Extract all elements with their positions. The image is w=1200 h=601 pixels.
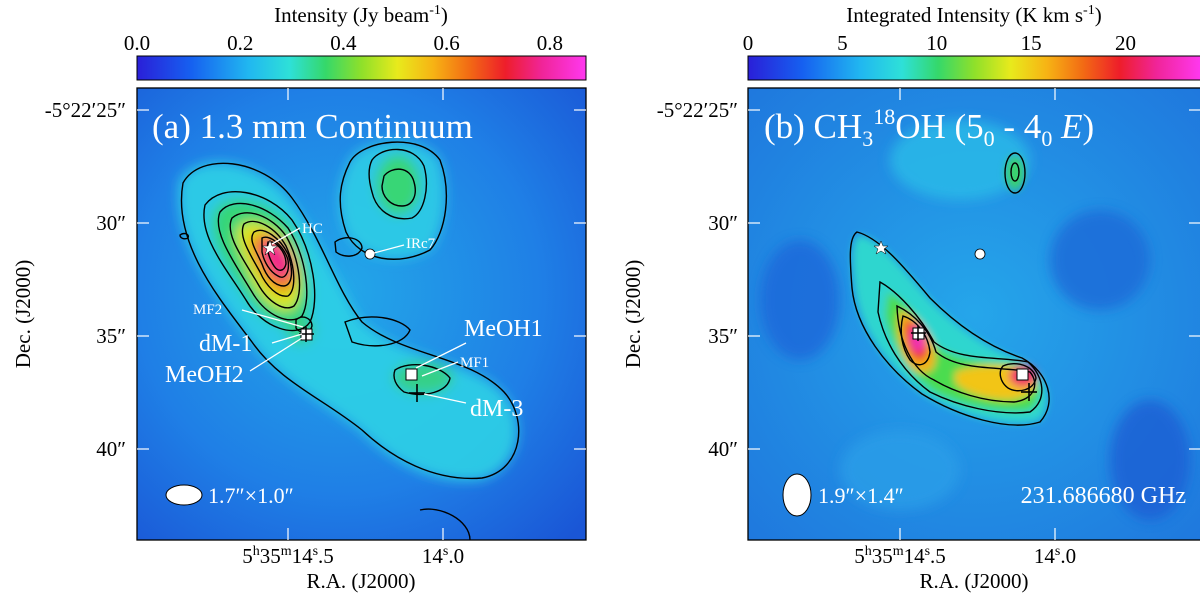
source-meoh1-dm3: MeOH1 MF1 dM-3: [405, 316, 543, 422]
ytick-a-2: 35″: [96, 324, 126, 348]
map-a: [137, 88, 586, 540]
svg-text:dM-3: dM-3: [470, 396, 523, 422]
xtick-a-0: 5h35m14s.5: [242, 544, 334, 568]
ticks-b: [748, 88, 1200, 540]
svg-text:MF1: MF1: [460, 355, 489, 371]
svg-text:MF2: MF2: [193, 302, 222, 318]
map-b-frame: [747, 87, 1200, 541]
frequency-label: 231.686680 GHz: [1021, 483, 1186, 509]
ytick-a-3: 40″: [96, 437, 126, 461]
map-a-frame: [136, 87, 587, 541]
svg-text:MeOH1: MeOH1: [464, 316, 543, 342]
colorbar-a-tick-3: 0.6: [434, 31, 460, 55]
beam-b: [782, 473, 812, 517]
colorbar-a-tick-4: 0.8: [537, 31, 563, 55]
colorbar-b-label: Integrated Intensity (K km s-1): [846, 3, 1101, 27]
source-dm1-meoh2: MF2 dM-1 MeOH2: [165, 302, 314, 388]
colorbar-a-ticks: 0.0 0.2 0.4 0.6 0.8: [124, 31, 563, 62]
ytick-b-3: 40″: [708, 437, 738, 461]
xtick-b-1: 14s.0: [1034, 544, 1076, 568]
source-hc: HC: [261, 221, 323, 256]
ytick-a-1: 30″: [96, 211, 126, 235]
colorbar-a-tick-2: 0.4: [330, 31, 357, 55]
colorbar-b-ticks: 0 5 10 15 20: [743, 31, 1136, 62]
beam-a-label: 1.7″×1.0″: [208, 483, 294, 508]
ticks-a: [137, 88, 586, 540]
colorbar-b-tick-0: 0: [743, 31, 754, 55]
source-irc7: IRc7: [364, 236, 436, 260]
beam-a: [165, 484, 203, 506]
colorbar-b-tick-3: 15: [1021, 31, 1042, 55]
colorbar-b-tick-4: 20: [1115, 31, 1136, 55]
ytick-b-0: -5°22′25″: [657, 98, 738, 122]
beam-b-label: 1.9″×1.4″: [818, 483, 904, 508]
xlabel-b: R.A. (J2000): [919, 569, 1028, 593]
panel-a: Intensity (Jy beam-1) 0.0 0.2 0.4 0.6 0.8: [11, 3, 587, 593]
colorbar-b-tick-2: 10: [926, 31, 947, 55]
svg-text:dM-1: dM-1: [199, 331, 252, 357]
xlabel-a: R.A. (J2000): [306, 569, 415, 593]
ylabel-a: Dec. (J2000): [11, 260, 35, 368]
svg-text:MeOH2: MeOH2: [165, 362, 244, 388]
colorbar-a-tick-0: 0.0: [124, 31, 150, 55]
svg-text:IRc7: IRc7: [406, 236, 436, 252]
colorbar-a-label: Intensity (Jy beam-1): [274, 3, 448, 27]
contours-a: [179, 141, 520, 540]
svg-text:HC: HC: [302, 221, 323, 237]
panel-a-title: (a) 1.3 mm Continuum: [152, 107, 473, 146]
colorbar-b: [747, 55, 1200, 81]
markers-b: [873, 240, 1037, 401]
xtick-a-1: 14s.0: [422, 544, 464, 568]
contours-b: [849, 152, 1050, 426]
panel-b-title: (b) CH318OH (50 - 40 E): [764, 104, 1094, 151]
colorbar-a: [136, 55, 587, 81]
panel-b: Integrated Intensity (K km s-1) 0 5 10 15 20: [621, 3, 1200, 593]
colorbar-b-tick-1: 5: [837, 31, 848, 55]
ytick-a-0: -5°22′25″: [45, 98, 126, 122]
map-b: [748, 88, 1200, 540]
ytick-b-1: 30″: [708, 211, 738, 235]
colorbar-a-tick-1: 0.2: [227, 31, 253, 55]
ylabel-b: Dec. (J2000): [621, 260, 645, 368]
xtick-b-0: 5h35m14s.5: [854, 544, 946, 568]
ytick-b-2: 35″: [708, 324, 738, 348]
